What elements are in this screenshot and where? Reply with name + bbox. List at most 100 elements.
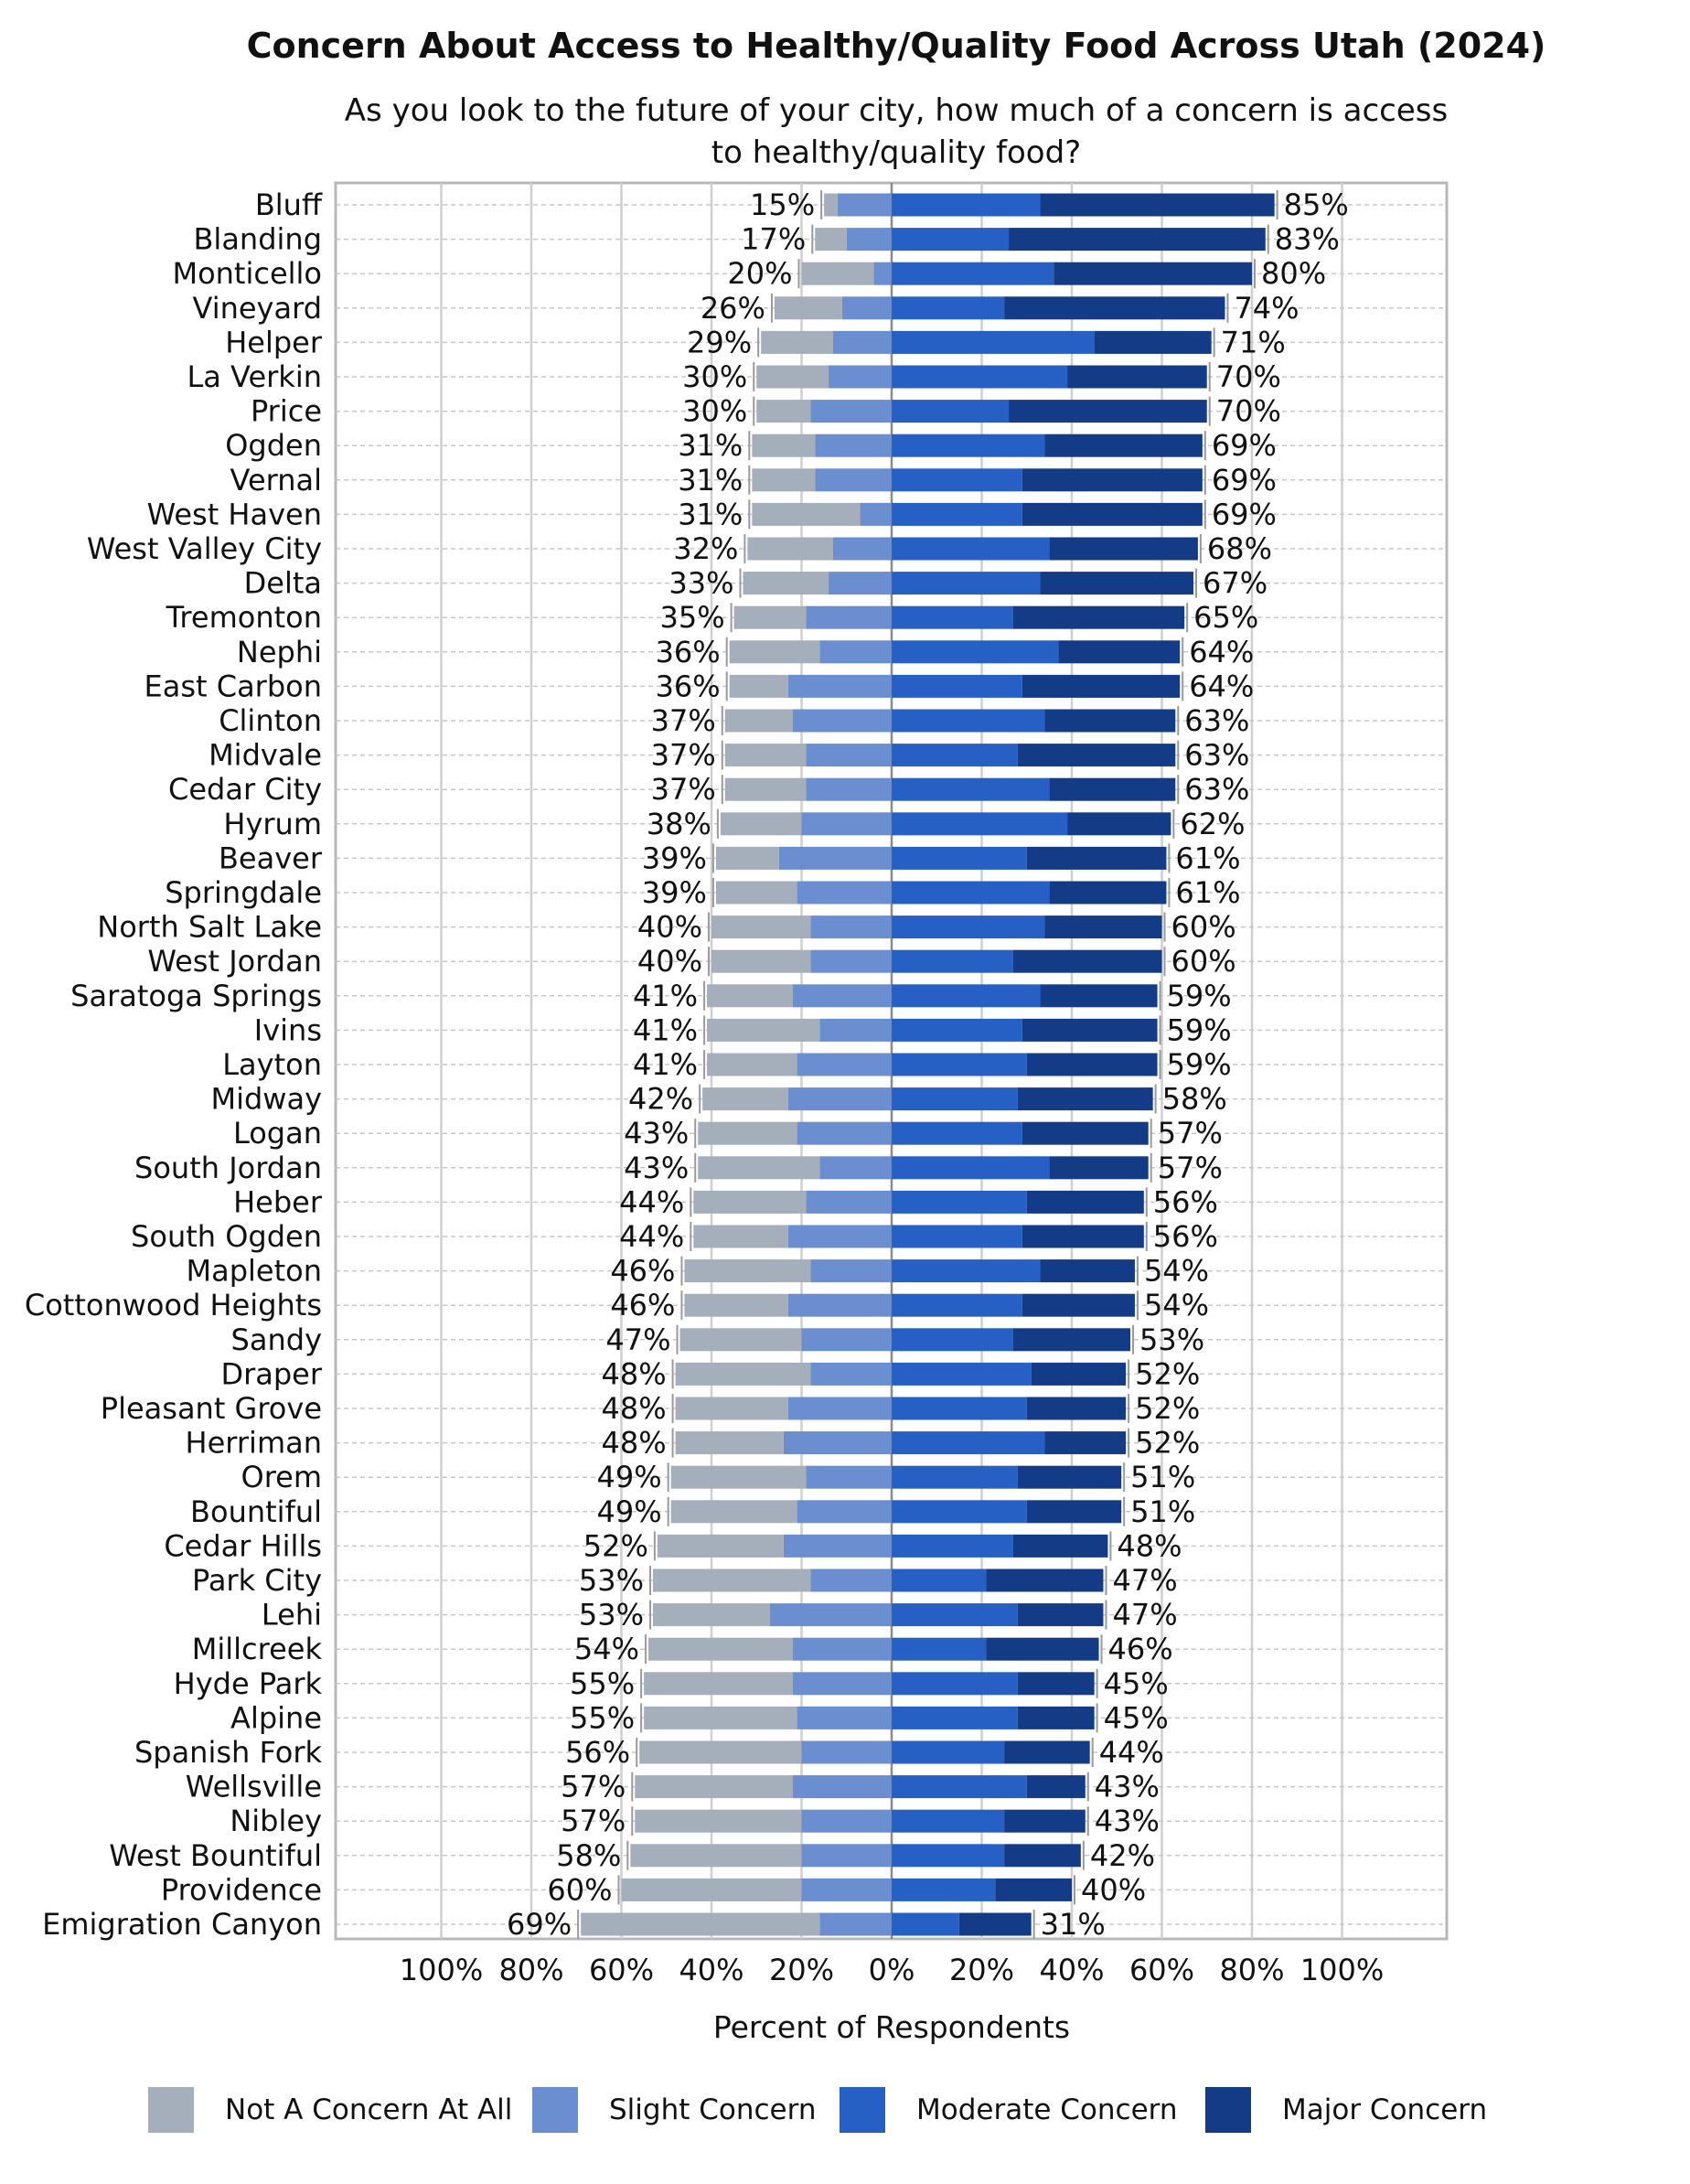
bar-moderate-concern — [892, 502, 1022, 526]
bar-slight-concern — [783, 1534, 892, 1558]
bar-moderate-concern — [892, 400, 1010, 423]
bar-moderate-concern — [892, 1053, 1027, 1076]
bar-not-a-concern — [711, 949, 811, 973]
bar-slight-concern — [829, 572, 892, 595]
left-total-label: 26% — [701, 291, 765, 326]
bar-slight-concern — [810, 915, 892, 939]
right-total-label: 67% — [1203, 566, 1268, 601]
category-label: West Haven — [147, 497, 322, 531]
bar-moderate-concern — [892, 1293, 1022, 1317]
bar-major-concern — [1049, 881, 1167, 905]
right-total-label: 64% — [1189, 669, 1254, 703]
bar-not-a-concern — [644, 1706, 797, 1729]
bar-moderate-concern — [892, 1740, 1005, 1764]
right-total-label: 68% — [1207, 531, 1272, 566]
bar-major-concern — [1040, 193, 1275, 217]
category-label: Helper — [225, 325, 323, 359]
bar-moderate-concern — [892, 1534, 1013, 1558]
bar-slight-concern — [787, 1225, 892, 1248]
bar-moderate-concern — [892, 984, 1041, 1008]
bar-not-a-concern — [824, 193, 838, 217]
category-label: Springdale — [165, 875, 322, 910]
legend-swatch-slight-concern — [532, 2087, 578, 2133]
bar-not-a-concern — [707, 984, 793, 1008]
left-total-label: 41% — [633, 979, 698, 1013]
bar-moderate-concern — [892, 1190, 1027, 1214]
left-total-label: 48% — [601, 1426, 666, 1461]
bar-slight-concern — [801, 1844, 892, 1868]
left-total-label: 20% — [727, 256, 792, 291]
bar-not-a-concern — [761, 330, 833, 354]
category-label: Logan — [233, 1116, 322, 1151]
category-label: Tremonton — [166, 600, 322, 635]
category-label: Emigration Canyon — [42, 1907, 322, 1942]
category-label: Heber — [233, 1184, 323, 1219]
left-total-label: 37% — [651, 703, 716, 738]
left-total-label: 69% — [507, 1907, 572, 1942]
bar-major-concern — [1004, 1740, 1090, 1764]
bar-major-concern — [1049, 1156, 1149, 1180]
right-total-label: 74% — [1234, 291, 1299, 326]
bar-slight-concern — [792, 1637, 892, 1661]
legend-swatch-not-a-concern — [148, 2087, 194, 2133]
category-label: Mapleton — [186, 1254, 322, 1289]
left-total-label: 32% — [673, 531, 738, 566]
bar-moderate-concern — [892, 572, 1041, 595]
bar-slight-concern — [797, 881, 892, 905]
left-total-label: 60% — [547, 1872, 612, 1907]
left-total-label: 15% — [750, 187, 815, 222]
bar-not-a-concern — [657, 1534, 784, 1558]
bar-moderate-concern — [892, 1018, 1022, 1042]
bar-moderate-concern — [892, 365, 1068, 389]
category-label: South Jordan — [134, 1151, 322, 1185]
bar-not-a-concern — [635, 1775, 793, 1799]
bar-slight-concern — [810, 400, 892, 423]
bar-major-concern — [958, 1912, 1032, 1936]
right-total-label: 63% — [1184, 703, 1249, 738]
bar-moderate-concern — [892, 1121, 1022, 1145]
bar-slight-concern — [806, 777, 892, 801]
bar-major-concern — [1021, 1018, 1158, 1042]
bar-moderate-concern — [892, 812, 1068, 836]
legend-item-moderate-concern: Moderate Concern — [840, 2087, 1178, 2133]
category-label: North Salt Lake — [97, 910, 322, 945]
category-label: Beaver — [219, 840, 323, 875]
bar-major-concern — [1026, 846, 1167, 870]
left-total-label: 44% — [619, 1219, 684, 1254]
bar-moderate-concern — [892, 1087, 1018, 1111]
bar-not-a-concern — [715, 881, 797, 905]
legend-label: Moderate Concern — [916, 2093, 1178, 2126]
bar-not-a-concern — [702, 1087, 788, 1111]
category-label: Delta — [244, 566, 322, 601]
category-label: Blanding — [193, 222, 322, 257]
bar-major-concern — [1044, 709, 1176, 733]
bar-moderate-concern — [892, 915, 1045, 939]
x-tick-label: 60% — [1129, 1953, 1194, 1987]
bar-major-concern — [1026, 1053, 1158, 1076]
bar-not-a-concern — [724, 744, 807, 767]
right-total-label: 47% — [1112, 1598, 1177, 1633]
bar-not-a-concern — [707, 1053, 797, 1076]
right-total-label: 57% — [1158, 1151, 1223, 1185]
right-total-label: 54% — [1144, 1254, 1209, 1289]
category-label: Nephi — [237, 635, 322, 669]
bar-not-a-concern — [815, 228, 847, 252]
right-total-label: 45% — [1104, 1666, 1169, 1701]
category-label: Bountiful — [190, 1494, 322, 1529]
bar-not-a-concern — [630, 1844, 802, 1868]
left-total-label: 47% — [605, 1322, 670, 1357]
bar-slight-concern — [792, 709, 892, 733]
category-label: Price — [251, 394, 322, 429]
bar-slight-concern — [810, 1362, 892, 1386]
bar-major-concern — [1009, 400, 1207, 423]
bar-moderate-concern — [892, 640, 1059, 664]
bar-major-concern — [1031, 1362, 1127, 1386]
bar-moderate-concern — [892, 468, 1022, 492]
bar-moderate-concern — [892, 949, 1013, 973]
left-total-label: 17% — [741, 222, 806, 257]
bar-slight-concern — [801, 812, 892, 836]
bar-slight-concern — [860, 502, 892, 526]
bar-moderate-concern — [892, 1568, 987, 1592]
bar-major-concern — [1021, 1121, 1149, 1145]
right-total-label: 56% — [1153, 1184, 1218, 1219]
